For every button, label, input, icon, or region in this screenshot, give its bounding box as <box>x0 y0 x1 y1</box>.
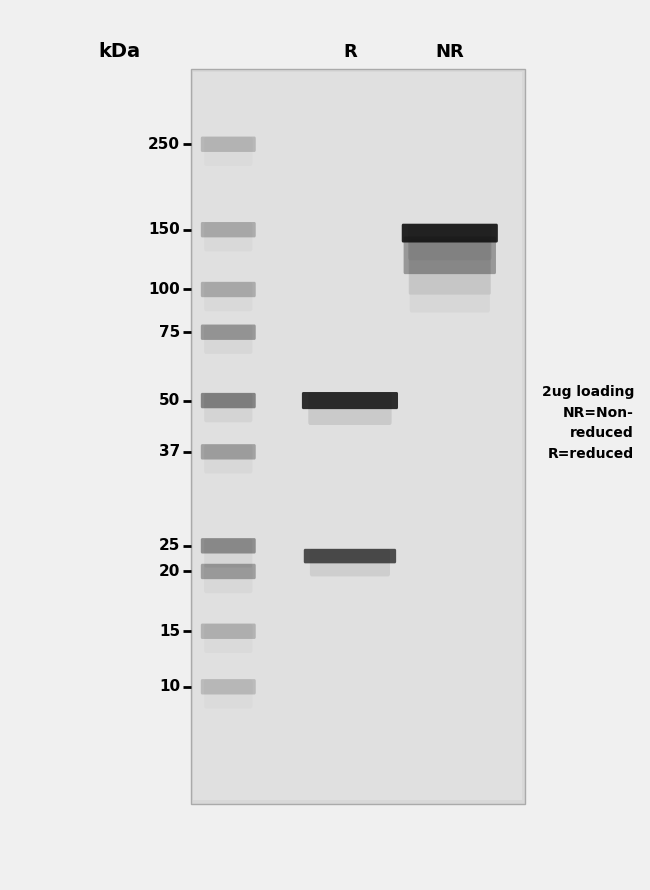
FancyBboxPatch shape <box>201 444 255 459</box>
Text: 25: 25 <box>159 538 180 554</box>
Text: 50: 50 <box>159 393 180 409</box>
FancyBboxPatch shape <box>408 224 491 260</box>
Text: 20: 20 <box>159 564 180 579</box>
Bar <box>193 72 522 800</box>
FancyBboxPatch shape <box>201 392 255 409</box>
Text: kDa: kDa <box>98 43 140 61</box>
Text: 100: 100 <box>148 282 180 297</box>
Text: 2ug loading
NR=Non-
reduced
R=reduced: 2ug loading NR=Non- reduced R=reduced <box>541 385 634 461</box>
FancyBboxPatch shape <box>310 549 390 577</box>
Text: 10: 10 <box>159 679 180 694</box>
FancyBboxPatch shape <box>201 222 255 238</box>
FancyBboxPatch shape <box>201 325 255 340</box>
Bar <box>191 69 525 804</box>
Text: 75: 75 <box>159 325 180 340</box>
Text: 37: 37 <box>159 444 180 459</box>
FancyBboxPatch shape <box>201 679 255 694</box>
FancyBboxPatch shape <box>302 392 398 409</box>
FancyBboxPatch shape <box>409 240 491 295</box>
FancyBboxPatch shape <box>402 223 498 242</box>
FancyBboxPatch shape <box>201 624 255 639</box>
Text: 15: 15 <box>159 624 180 639</box>
FancyBboxPatch shape <box>308 392 391 425</box>
Text: NR: NR <box>436 43 464 61</box>
FancyBboxPatch shape <box>201 563 255 579</box>
FancyBboxPatch shape <box>304 549 396 563</box>
FancyBboxPatch shape <box>404 237 496 274</box>
FancyBboxPatch shape <box>201 538 255 554</box>
FancyBboxPatch shape <box>201 282 255 297</box>
Text: R: R <box>343 43 357 61</box>
FancyBboxPatch shape <box>204 393 252 422</box>
FancyBboxPatch shape <box>201 136 255 152</box>
Text: 250: 250 <box>148 137 180 152</box>
Text: 150: 150 <box>148 222 180 238</box>
